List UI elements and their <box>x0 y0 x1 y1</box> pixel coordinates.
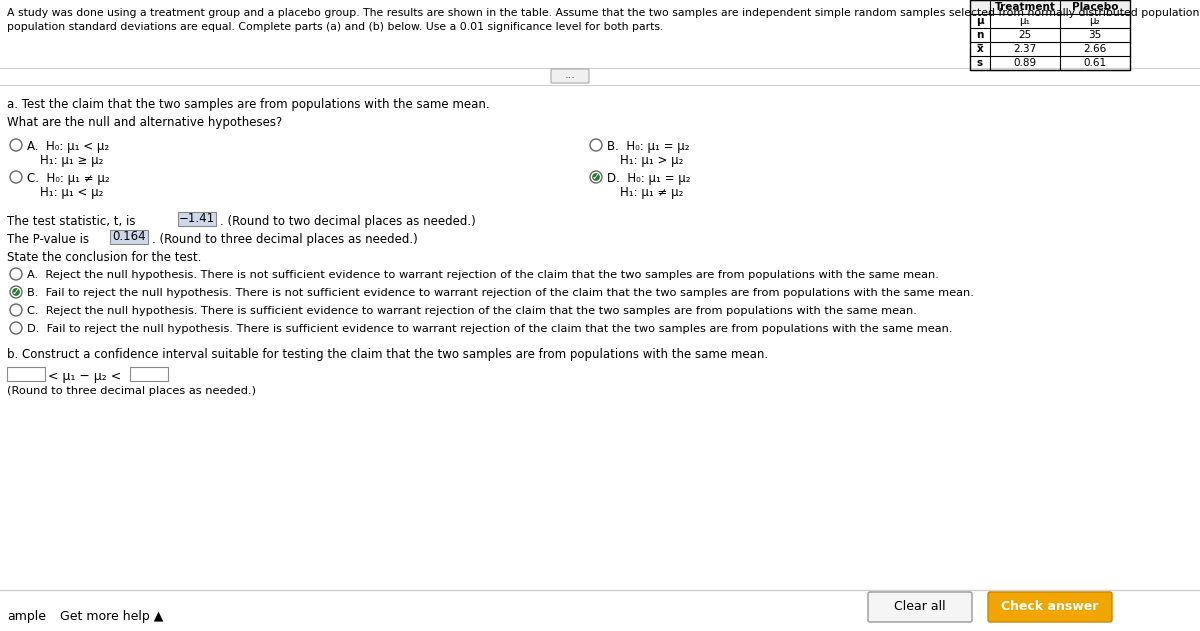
Bar <box>110 230 148 244</box>
FancyBboxPatch shape <box>551 69 589 83</box>
Text: State the conclusion for the test.: State the conclusion for the test. <box>7 251 202 264</box>
Text: B.  H₀: μ₁ = μ₂: B. H₀: μ₁ = μ₂ <box>607 140 690 153</box>
Text: population standard deviations are equal. Complete parts (a) and (b) below. Use : population standard deviations are equal… <box>7 22 664 32</box>
Text: ample: ample <box>7 610 46 623</box>
Bar <box>970 0 1130 14</box>
Text: What are the null and alternative hypotheses?: What are the null and alternative hypoth… <box>7 116 282 129</box>
Text: H₁: μ₁ ≥ μ₂: H₁: μ₁ ≥ μ₂ <box>40 154 103 167</box>
Text: < μ₁ − μ₂ <: < μ₁ − μ₂ < <box>48 370 121 383</box>
Text: 2.37: 2.37 <box>1013 44 1037 54</box>
Text: . (Round to two decimal places as needed.): . (Round to two decimal places as needed… <box>220 215 475 228</box>
Text: H₁: μ₁ ≠ μ₂: H₁: μ₁ ≠ μ₂ <box>620 186 683 199</box>
Text: 35: 35 <box>1088 30 1102 40</box>
Text: C.  H₀: μ₁ ≠ μ₂: C. H₀: μ₁ ≠ μ₂ <box>28 172 109 185</box>
Text: C.  Reject the null hypothesis. There is sufficient evidence to warrant rejectio: C. Reject the null hypothesis. There is … <box>28 306 917 316</box>
Text: A.  Reject the null hypothesis. There is not sufficient evidence to warrant reje: A. Reject the null hypothesis. There is … <box>28 270 938 280</box>
Text: (Round to three decimal places as needed.): (Round to three decimal places as needed… <box>7 386 256 396</box>
Text: 0.61: 0.61 <box>1084 58 1106 68</box>
Text: x̅: x̅ <box>977 44 983 54</box>
Text: −1.41: −1.41 <box>179 213 215 225</box>
Text: n: n <box>977 30 984 40</box>
Text: s: s <box>977 58 983 68</box>
Text: Check answer: Check answer <box>1001 601 1099 613</box>
Text: Treatment: Treatment <box>995 2 1056 12</box>
Text: μ₁: μ₁ <box>1020 16 1031 26</box>
Bar <box>178 212 216 226</box>
FancyBboxPatch shape <box>868 592 972 622</box>
Text: b. Construct a confidence interval suitable for testing the claim that the two s: b. Construct a confidence interval suita… <box>7 348 768 361</box>
Text: 25: 25 <box>1019 30 1032 40</box>
Circle shape <box>12 288 20 296</box>
Text: . (Round to three decimal places as needed.): . (Round to three decimal places as need… <box>152 233 418 246</box>
Text: A.  H₀: μ₁ < μ₂: A. H₀: μ₁ < μ₂ <box>28 140 109 153</box>
Text: μ₂: μ₂ <box>1090 16 1100 26</box>
Text: μ: μ <box>976 16 984 26</box>
Text: ✓: ✓ <box>592 172 600 182</box>
Bar <box>130 367 168 381</box>
Circle shape <box>592 173 600 181</box>
Text: a. Test the claim that the two samples are from populations with the same mean.: a. Test the claim that the two samples a… <box>7 98 490 111</box>
Text: 2.66: 2.66 <box>1084 44 1106 54</box>
FancyBboxPatch shape <box>988 592 1112 622</box>
Text: D.  H₀: μ₁ = μ₂: D. H₀: μ₁ = μ₂ <box>607 172 690 185</box>
Text: The P-value is: The P-value is <box>7 233 89 246</box>
Text: 0.164: 0.164 <box>112 230 146 244</box>
Text: A study was done using a treatment group and a placebo group. The results are sh: A study was done using a treatment group… <box>7 8 1200 18</box>
Text: H₁: μ₁ < μ₂: H₁: μ₁ < μ₂ <box>40 186 103 199</box>
Text: Get more help ▲: Get more help ▲ <box>60 610 163 623</box>
Bar <box>970 0 1130 70</box>
Text: H₁: μ₁ > μ₂: H₁: μ₁ > μ₂ <box>620 154 683 167</box>
Text: The test statistic, t, is: The test statistic, t, is <box>7 215 136 228</box>
Text: Placebo: Placebo <box>1072 2 1118 12</box>
Text: B.  Fail to reject the null hypothesis. There is not sufficient evidence to warr: B. Fail to reject the null hypothesis. T… <box>28 288 974 298</box>
Text: ...: ... <box>564 70 576 80</box>
Text: Clear all: Clear all <box>894 601 946 613</box>
Text: ✓: ✓ <box>12 287 20 297</box>
Text: D.  Fail to reject the null hypothesis. There is sufficient evidence to warrant : D. Fail to reject the null hypothesis. T… <box>28 324 953 334</box>
Bar <box>7 367 46 381</box>
Text: 0.89: 0.89 <box>1014 58 1037 68</box>
